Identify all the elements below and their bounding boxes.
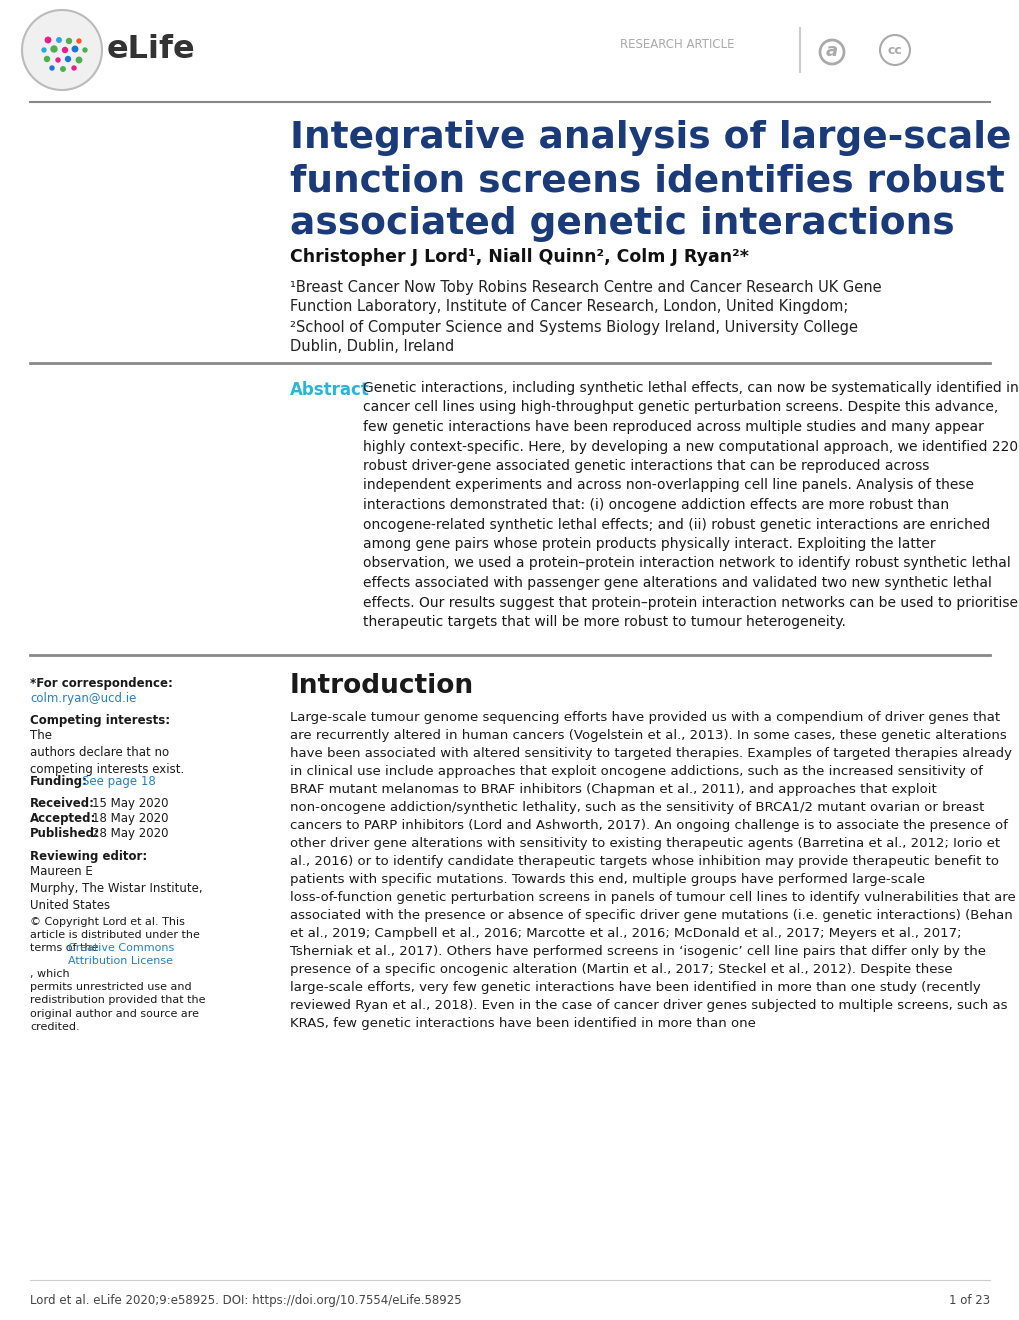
- Text: See page 18: See page 18: [82, 775, 156, 788]
- Circle shape: [42, 48, 46, 51]
- Text: Christopher J Lord¹, Niall Quinn², Colm J Ryan²*: Christopher J Lord¹, Niall Quinn², Colm …: [289, 248, 748, 267]
- Text: ²School of Computer Science and Systems Biology Ireland, University College: ²School of Computer Science and Systems …: [289, 319, 857, 335]
- Text: Received:: Received:: [30, 797, 95, 810]
- Text: Large-scale tumour genome sequencing efforts have provided us with a compendium : Large-scale tumour genome sequencing eff…: [289, 711, 1015, 1030]
- Text: Funding:: Funding:: [30, 775, 88, 788]
- Text: colm.ryan@ucd.ie: colm.ryan@ucd.ie: [30, 692, 137, 705]
- Text: cc: cc: [887, 44, 902, 57]
- Text: ¹Breast Cancer Now Toby Robins Research Centre and Cancer Research UK Gene: ¹Breast Cancer Now Toby Robins Research …: [289, 280, 880, 294]
- Text: 15 May 2020: 15 May 2020: [92, 797, 168, 810]
- Circle shape: [57, 38, 61, 42]
- Circle shape: [76, 40, 81, 44]
- Text: Genetic interactions, including synthetic lethal effects, can now be systematica: Genetic interactions, including syntheti…: [363, 381, 1018, 630]
- Text: Lord et al. eLife 2020;9:e58925. DOI: https://doi.org/10.7554/eLife.58925: Lord et al. eLife 2020;9:e58925. DOI: ht…: [30, 1294, 462, 1307]
- Text: a: a: [825, 42, 838, 59]
- Circle shape: [72, 46, 77, 51]
- Text: terms of the: terms of the: [30, 942, 102, 953]
- Text: function screens identifies robust cancer-: function screens identifies robust cance…: [289, 162, 1019, 199]
- Text: 1 of 23: 1 of 23: [948, 1294, 989, 1307]
- Circle shape: [65, 57, 70, 62]
- Text: Function Laboratory, Institute of Cancer Research, London, United Kingdom;: Function Laboratory, Institute of Cancer…: [289, 300, 848, 314]
- Text: Reviewing editor:: Reviewing editor:: [30, 850, 147, 863]
- Text: Introduction: Introduction: [289, 673, 474, 700]
- Text: Creative Commons
Attribution License: Creative Commons Attribution License: [68, 942, 174, 966]
- Text: , which
permits unrestricted use and
redistribution provided that the
original a: , which permits unrestricted use and red…: [30, 969, 205, 1032]
- Text: article is distributed under the: article is distributed under the: [30, 931, 200, 940]
- Text: 18 May 2020: 18 May 2020: [92, 812, 168, 825]
- Circle shape: [22, 11, 102, 90]
- Circle shape: [45, 57, 50, 62]
- Text: *For correspondence:: *For correspondence:: [30, 677, 172, 690]
- Circle shape: [76, 57, 82, 63]
- Circle shape: [51, 46, 57, 51]
- Circle shape: [72, 66, 76, 70]
- Circle shape: [56, 58, 60, 62]
- Text: associated genetic interactions: associated genetic interactions: [289, 206, 954, 242]
- Circle shape: [50, 66, 54, 70]
- Circle shape: [62, 48, 67, 53]
- Circle shape: [45, 37, 51, 42]
- Text: Integrative analysis of large-scale loss-of-: Integrative analysis of large-scale loss…: [289, 120, 1019, 156]
- Text: RESEARCH ARTICLE: RESEARCH ARTICLE: [620, 38, 734, 51]
- Circle shape: [66, 38, 71, 44]
- Text: Competing interests:: Competing interests:: [30, 714, 170, 727]
- Text: Maureen E
Murphy, The Wistar Institute,
United States: Maureen E Murphy, The Wistar Institute, …: [30, 865, 203, 912]
- Text: © Copyright Lord et al. This: © Copyright Lord et al. This: [30, 917, 184, 927]
- Text: Dublin, Dublin, Ireland: Dublin, Dublin, Ireland: [289, 339, 453, 354]
- Text: The
authors declare that no
competing interests exist.: The authors declare that no competing in…: [30, 729, 184, 776]
- Circle shape: [83, 48, 87, 51]
- Text: 28 May 2020: 28 May 2020: [92, 828, 168, 840]
- Circle shape: [61, 67, 65, 71]
- Text: Accepted:: Accepted:: [30, 812, 96, 825]
- Text: Abstract: Abstract: [289, 381, 370, 399]
- Text: eLife: eLife: [107, 34, 196, 66]
- Text: Published:: Published:: [30, 828, 100, 840]
